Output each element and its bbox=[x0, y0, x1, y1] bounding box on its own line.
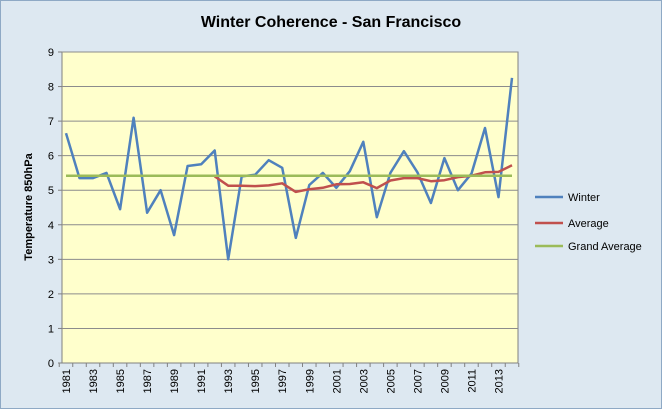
y-tick-label: 4 bbox=[48, 220, 54, 232]
legend-label: Winter bbox=[568, 192, 600, 204]
x-tick-label: 1983 bbox=[88, 369, 100, 393]
x-tick-label: 2013 bbox=[493, 369, 505, 393]
x-tick-label: 2011 bbox=[466, 369, 478, 393]
y-tick-label: 2 bbox=[48, 289, 54, 301]
legend-label: Average bbox=[568, 218, 609, 230]
x-tick-label: 2007 bbox=[412, 369, 424, 393]
y-tick-label: 0 bbox=[48, 358, 54, 370]
x-tick-label: 1997 bbox=[277, 369, 289, 393]
x-tick-label: 1993 bbox=[223, 369, 235, 393]
x-tick-label: 2005 bbox=[385, 369, 397, 393]
y-tick-label: 3 bbox=[48, 254, 54, 266]
y-tick-label: 1 bbox=[48, 323, 54, 335]
legend: Winter Average Grand Average bbox=[535, 192, 642, 253]
x-tick-label: 1999 bbox=[304, 369, 316, 393]
y-tick-label: 5 bbox=[48, 185, 54, 197]
y-tick-label: 6 bbox=[48, 151, 54, 163]
x-tick-label: 2009 bbox=[439, 369, 451, 393]
series-lines bbox=[64, 77, 514, 261]
x-tick-label: 2003 bbox=[358, 369, 370, 393]
y-axis-label: Temperature 850hPa bbox=[23, 152, 35, 260]
x-tick-label: 2001 bbox=[331, 369, 343, 393]
x-tick-label: 1995 bbox=[250, 369, 262, 393]
x-tick-label: 1991 bbox=[196, 369, 208, 393]
grid-lines bbox=[62, 51, 518, 329]
legend-label: Grand Average bbox=[568, 241, 642, 253]
chart-title: Winter Coherence - San Francisco bbox=[201, 14, 462, 31]
y-axis-ticks: 0 1 2 3 4 5 6 7 8 9 bbox=[48, 47, 62, 370]
x-tick-label: 1981 bbox=[61, 369, 73, 393]
x-tick-label: 1987 bbox=[142, 369, 154, 393]
x-tick-label: 1985 bbox=[115, 369, 127, 393]
x-axis-ticks: 1981 1983 1985 1987 1989 1991 1993 1995 1997 1999… bbox=[58, 363, 520, 393]
x-tick-label: 1989 bbox=[169, 369, 181, 393]
y-tick-label: 9 bbox=[48, 47, 54, 59]
y-tick-label: 7 bbox=[48, 116, 54, 128]
y-tick-label: 8 bbox=[48, 82, 54, 94]
